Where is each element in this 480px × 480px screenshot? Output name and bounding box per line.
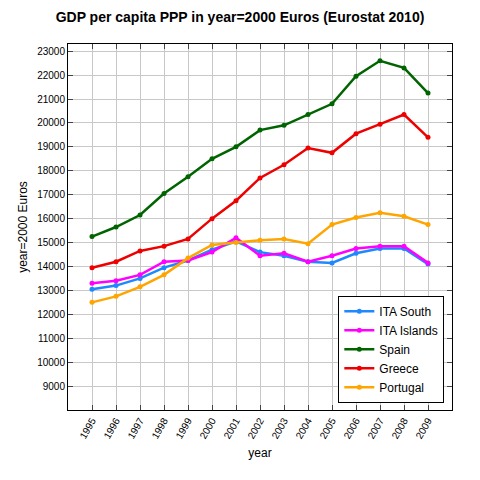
svg-text:1997: 1997 bbox=[125, 416, 146, 441]
svg-text:10000: 10000 bbox=[37, 357, 65, 368]
svg-text:20000: 20000 bbox=[37, 117, 65, 128]
svg-text:Greece: Greece bbox=[379, 362, 419, 376]
svg-text:16000: 16000 bbox=[37, 213, 65, 224]
svg-text:19000: 19000 bbox=[37, 141, 65, 152]
svg-text:2004: 2004 bbox=[293, 416, 314, 441]
svg-text:GDP per capita PPP in year=200: GDP per capita PPP in year=2000 Euros (E… bbox=[56, 9, 425, 25]
svg-text:13000: 13000 bbox=[37, 285, 65, 296]
svg-text:17000: 17000 bbox=[37, 189, 65, 200]
svg-text:22000: 22000 bbox=[37, 70, 65, 81]
svg-text:ITA Islands: ITA Islands bbox=[379, 324, 437, 338]
svg-text:2007: 2007 bbox=[365, 416, 386, 441]
svg-text:2009: 2009 bbox=[413, 416, 434, 441]
svg-text:2000: 2000 bbox=[197, 416, 218, 441]
svg-text:2002: 2002 bbox=[245, 416, 266, 441]
svg-text:15000: 15000 bbox=[37, 237, 65, 248]
svg-text:1996: 1996 bbox=[101, 416, 122, 441]
svg-text:1999: 1999 bbox=[173, 416, 194, 441]
svg-text:Portugal: Portugal bbox=[379, 381, 424, 395]
svg-text:2006: 2006 bbox=[341, 416, 362, 441]
svg-text:18000: 18000 bbox=[37, 165, 65, 176]
svg-text:9000: 9000 bbox=[43, 381, 66, 392]
svg-text:2008: 2008 bbox=[389, 416, 410, 441]
svg-text:12000: 12000 bbox=[37, 309, 65, 320]
svg-text:ITA South: ITA South bbox=[379, 305, 431, 319]
svg-text:11000: 11000 bbox=[38, 333, 66, 344]
svg-text:Spain: Spain bbox=[379, 343, 410, 357]
svg-text:21000: 21000 bbox=[37, 94, 65, 105]
svg-text:14000: 14000 bbox=[37, 261, 65, 272]
svg-text:2005: 2005 bbox=[317, 416, 338, 441]
svg-text:year=2000 Euros: year=2000 Euros bbox=[16, 181, 30, 273]
svg-text:1998: 1998 bbox=[149, 416, 170, 441]
svg-text:2001: 2001 bbox=[221, 416, 242, 441]
svg-text:23000: 23000 bbox=[37, 46, 65, 57]
svg-text:2003: 2003 bbox=[269, 416, 290, 441]
svg-text:year: year bbox=[248, 446, 271, 460]
svg-text:1995: 1995 bbox=[77, 416, 98, 441]
